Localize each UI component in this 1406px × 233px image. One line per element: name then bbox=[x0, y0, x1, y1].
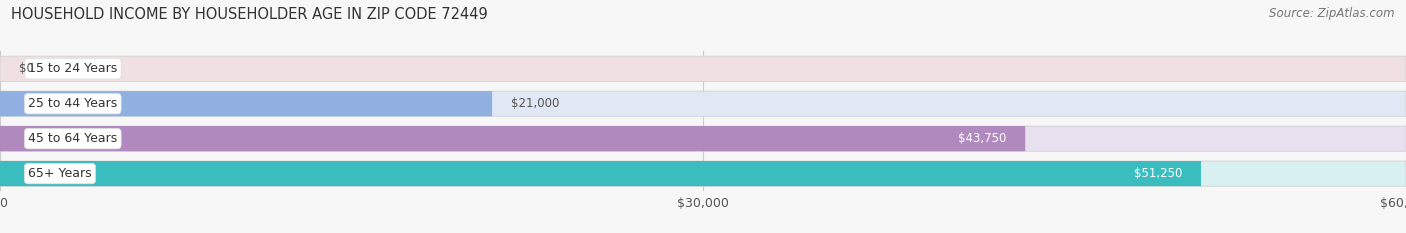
FancyBboxPatch shape bbox=[0, 91, 492, 116]
FancyBboxPatch shape bbox=[0, 56, 1406, 81]
FancyBboxPatch shape bbox=[0, 161, 1406, 186]
Text: 15 to 24 Years: 15 to 24 Years bbox=[28, 62, 117, 75]
FancyBboxPatch shape bbox=[0, 126, 1025, 151]
FancyBboxPatch shape bbox=[0, 91, 1406, 116]
Text: $21,000: $21,000 bbox=[510, 97, 560, 110]
Text: $43,750: $43,750 bbox=[957, 132, 1007, 145]
FancyBboxPatch shape bbox=[0, 161, 1201, 186]
Text: HOUSEHOLD INCOME BY HOUSEHOLDER AGE IN ZIP CODE 72449: HOUSEHOLD INCOME BY HOUSEHOLDER AGE IN Z… bbox=[11, 7, 488, 22]
Text: Source: ZipAtlas.com: Source: ZipAtlas.com bbox=[1270, 7, 1395, 20]
Text: $0: $0 bbox=[18, 62, 34, 75]
Text: 25 to 44 Years: 25 to 44 Years bbox=[28, 97, 117, 110]
FancyBboxPatch shape bbox=[0, 126, 1406, 151]
Text: 65+ Years: 65+ Years bbox=[28, 167, 91, 180]
Text: 45 to 64 Years: 45 to 64 Years bbox=[28, 132, 117, 145]
Text: $51,250: $51,250 bbox=[1133, 167, 1182, 180]
